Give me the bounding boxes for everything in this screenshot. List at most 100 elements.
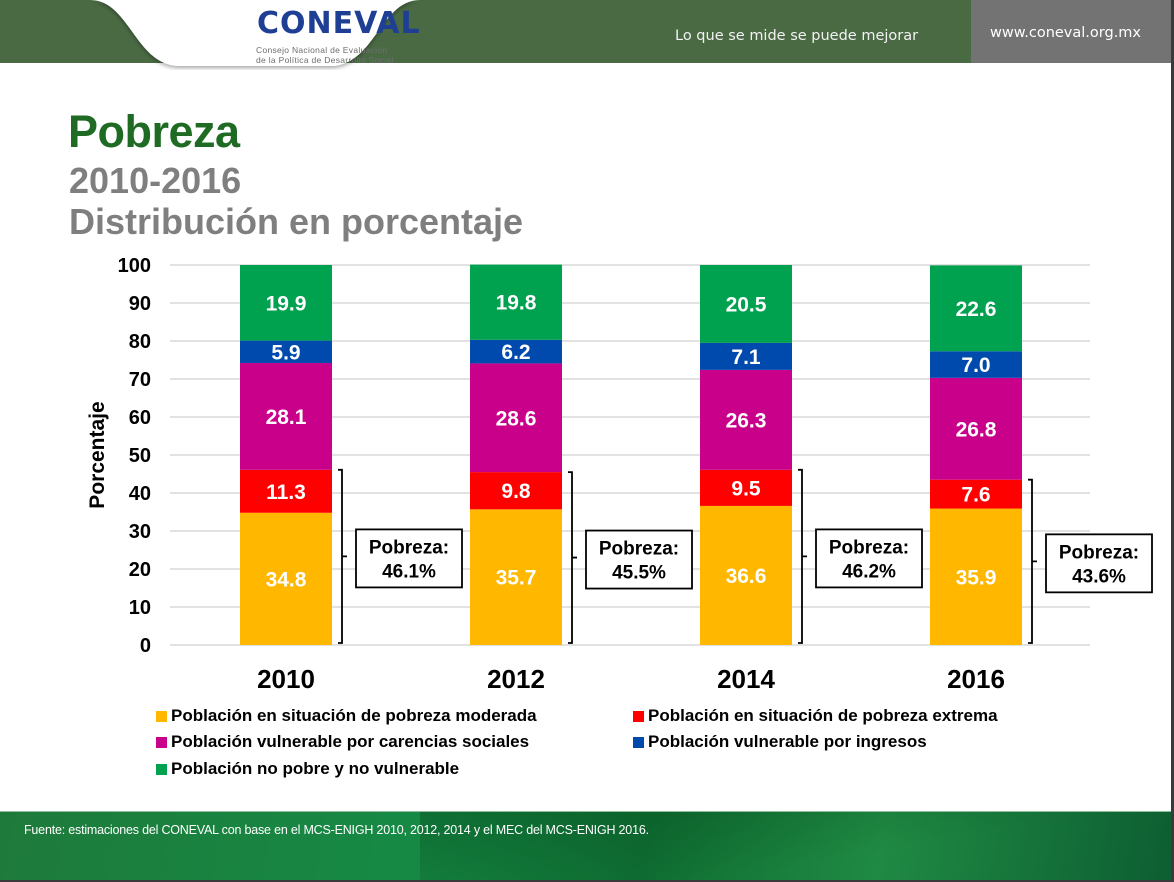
segment-value-label: 7.6	[961, 484, 990, 507]
poverty-annotation-box	[815, 528, 923, 589]
footer-decoration	[420, 812, 1171, 880]
legend-item: Población vulnerable por carencias socia…	[156, 732, 529, 752]
logo-subtitle-line1: Consejo Nacional de Evaluación	[256, 45, 388, 55]
segment-value-label: 7.1	[731, 346, 761, 369]
poverty-annotation-value: 46.1%	[382, 561, 436, 582]
segment-value-label: 35.7	[496, 567, 537, 590]
poverty-annotation-value: 46.2%	[842, 561, 896, 582]
bars: 34.8 11.3 28.1 5.9 19.9 35.7 9.8 28.6 6.2 19.8 36.…	[240, 264, 1022, 645]
legend-label: Población no pobre y no vulnerable	[171, 759, 460, 778]
logo-subtitle-line2: de la Política de Desarrollo Social	[256, 55, 394, 65]
poverty-annotation-label: Pobreza:	[599, 539, 679, 560]
header-website-panel	[971, 0, 1171, 63]
y-tick-label: 10	[129, 597, 151, 619]
legend-item: Población en situación de pobreza modera…	[156, 706, 537, 726]
x-tick-label: 2012	[487, 664, 545, 694]
poverty-annotation-label: Pobreza:	[1059, 542, 1139, 563]
bar-segment	[930, 377, 1022, 480]
bar-stack-2010: 34.8 11.3 28.1 5.9 19.9	[240, 265, 332, 645]
segment-value-label: 36.6	[726, 565, 767, 588]
legend-label: Población en situación de pobreza extrem…	[648, 706, 998, 725]
y-tick-label: 30	[129, 521, 151, 543]
logo-tab-shape	[90, 0, 420, 66]
poverty-bracket	[798, 468, 807, 644]
y-tick-label: 90	[129, 293, 151, 315]
logo-subtitle: Consejo Nacional de Evaluación de la Pol…	[256, 45, 394, 65]
segment-value-label: 35.9	[956, 566, 997, 589]
segment-value-label: 11.3	[266, 481, 306, 504]
segment-value-label: 7.0	[961, 354, 990, 377]
legend-item: Población vulnerable por ingresos	[633, 732, 927, 752]
x-tick-label: 2014	[717, 664, 775, 694]
x-tick-label: 2010	[257, 664, 315, 694]
segment-value-label: 19.9	[266, 292, 307, 315]
poverty-annotations: Pobreza: 46.1% Pobreza: 45.5% Pobreza: 46.2% P…	[338, 468, 1153, 644]
segment-value-label: 28.6	[496, 407, 537, 430]
legend-item: Población en situación de pobreza extrem…	[633, 706, 998, 726]
y-tick-label: 100	[118, 255, 151, 277]
poverty-bracket	[1028, 478, 1037, 644]
legend-swatch	[156, 763, 167, 775]
y-tick-label: 80	[129, 331, 151, 353]
x-tick-label: 2016	[947, 664, 1005, 694]
y-tick-label: 0	[140, 635, 151, 657]
coneval-logo: CONEVAL	[257, 8, 421, 40]
segment-value-label: 34.8	[266, 568, 307, 591]
bar-segment	[470, 472, 562, 510]
segment-value-label: 28.1	[266, 406, 307, 429]
segment-value-label: 26.8	[956, 418, 997, 441]
y-axis-ticks: 0 10 20 30 40 50 60 70 80 90 100	[118, 255, 151, 657]
page-subtitle-years: 2010-2016	[69, 160, 242, 201]
legend-swatch	[633, 710, 644, 722]
legend-swatch	[633, 736, 644, 748]
bar-segment	[470, 363, 562, 473]
segment-value-label: 6.2	[501, 341, 530, 364]
header-website-link[interactable]: www.coneval.org.mx	[990, 25, 1142, 41]
poverty-annotation-label: Pobreza:	[369, 537, 449, 558]
segment-value-label: 26.3	[726, 409, 767, 432]
y-tick-label: 60	[129, 407, 151, 429]
legend-swatch	[156, 736, 167, 748]
header-tagline: Lo que se mide se puede mejorar	[675, 28, 919, 44]
page-subtitle-description: Distribución en porcentaje	[69, 201, 524, 242]
bar-segment	[470, 339, 562, 364]
segment-value-label: 19.8	[496, 292, 537, 315]
segment-value-label: 5.9	[271, 341, 300, 364]
poverty-annotation-box	[355, 528, 463, 589]
page-title: Pobreza	[68, 106, 240, 157]
bar-stack-2016: 35.9 7.6 26.8 7.0 22.6	[930, 265, 1022, 645]
x-axis-ticks: 2010 2012 2014 2016	[257, 664, 1005, 694]
bar-segment	[930, 265, 1022, 352]
poverty-annotation-box	[585, 529, 693, 590]
poverty-annotation-label: Pobreza:	[829, 537, 909, 558]
bar-segment	[240, 469, 332, 513]
segment-value-label: 9.8	[501, 480, 531, 503]
bar-segment	[700, 469, 792, 506]
segment-value-label: 22.6	[956, 298, 997, 321]
bar-segment	[700, 265, 792, 343]
stacked-bar-chart: 0 10 20 30 40 50 60 70 80 90 100 Porcentaje 34.8 11…	[86, 255, 1153, 694]
bar-segment	[930, 351, 1022, 378]
y-tick-label: 50	[129, 445, 151, 467]
bar-segment	[930, 508, 1022, 645]
bar-segment	[240, 363, 332, 470]
segment-value-label: 9.5	[731, 477, 761, 500]
legend-label: Población vulnerable por carencias socia…	[171, 732, 530, 751]
legend-item: Población no pobre y no vulnerable	[156, 759, 459, 779]
y-tick-label: 40	[129, 483, 151, 505]
legend-label: Población vulnerable por ingresos	[648, 732, 927, 751]
logo-wordmark: CONEVAL	[257, 6, 421, 41]
bar-stack-2014: 36.6 9.5 26.3 7.1 20.5	[700, 265, 792, 645]
poverty-annotation-value: 43.6%	[1072, 566, 1126, 587]
bar-segment	[240, 340, 332, 364]
bar-segment	[700, 505, 792, 645]
logo-tab: CONEVAL Consejo Nacional de Evaluación d…	[90, 0, 420, 70]
y-tick-label: 20	[129, 559, 151, 581]
source-note: Fuente: estimaciones del CONEVAL con bas…	[24, 823, 649, 837]
bar-segment	[930, 479, 1022, 509]
bar-segment	[240, 265, 332, 341]
bar-segment	[700, 342, 792, 370]
legend-label: Población en situación de pobreza modera…	[171, 706, 537, 725]
y-tick-label: 70	[129, 369, 151, 391]
